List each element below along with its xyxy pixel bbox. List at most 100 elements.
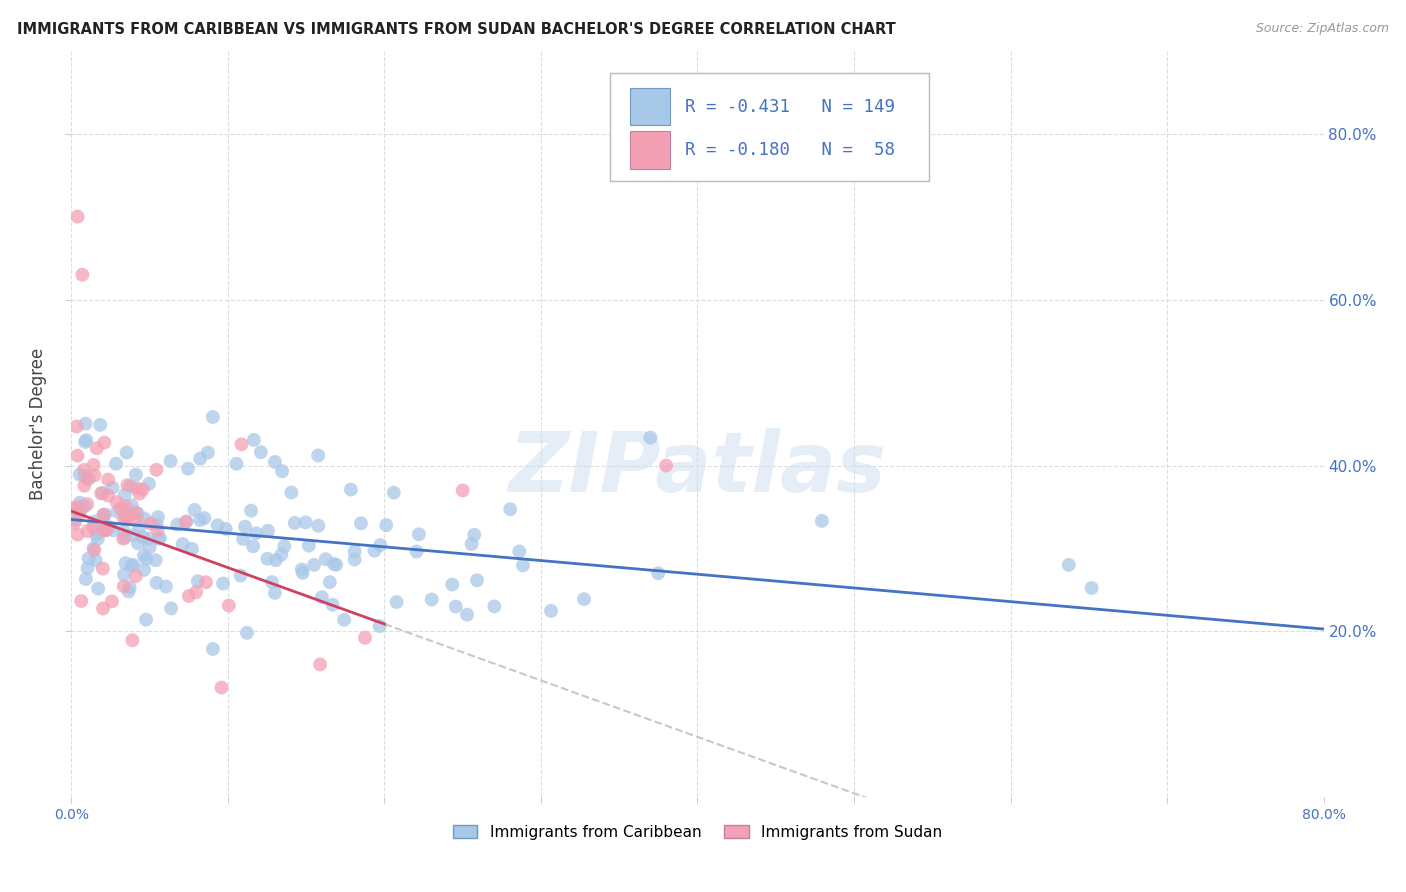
Point — [159, 454, 181, 468]
Point — [145, 463, 167, 477]
Point — [120, 479, 142, 493]
Point — [444, 599, 467, 614]
Point — [408, 527, 430, 541]
Point — [86, 528, 108, 542]
Point — [512, 558, 534, 573]
Point — [75, 435, 97, 450]
Point — [294, 516, 316, 530]
Point — [114, 531, 136, 545]
Point — [271, 464, 294, 478]
Point — [114, 556, 136, 570]
Point — [256, 551, 278, 566]
Point — [201, 642, 224, 657]
Point — [188, 451, 211, 466]
Point — [82, 520, 104, 534]
Point — [135, 552, 157, 566]
Point — [207, 518, 229, 533]
FancyBboxPatch shape — [630, 88, 669, 126]
Point — [212, 576, 235, 591]
Point — [75, 572, 97, 586]
Point — [63, 502, 86, 516]
Point — [343, 552, 366, 566]
Point — [540, 604, 562, 618]
Point — [148, 532, 170, 546]
Point — [91, 561, 114, 575]
Point — [177, 589, 200, 603]
Point — [811, 514, 834, 528]
Point — [291, 566, 314, 580]
Point — [138, 532, 160, 546]
Point — [456, 607, 478, 622]
Point — [101, 481, 124, 495]
Point — [89, 417, 111, 432]
Point — [484, 599, 506, 614]
Point — [93, 524, 115, 538]
Point — [69, 507, 91, 521]
Point — [499, 502, 522, 516]
Point — [69, 495, 91, 509]
Point — [211, 681, 233, 695]
Point — [127, 536, 149, 550]
Point — [84, 553, 107, 567]
Point — [231, 437, 253, 451]
Point — [112, 579, 135, 593]
Point — [66, 449, 89, 463]
Point — [125, 481, 148, 495]
Point — [233, 519, 256, 533]
Point — [87, 582, 110, 596]
Point — [127, 506, 149, 520]
Point — [370, 538, 392, 552]
Point — [284, 516, 307, 530]
Point — [97, 489, 120, 503]
Point — [72, 268, 94, 282]
Point — [87, 532, 110, 546]
Point — [229, 568, 252, 582]
Legend: Immigrants from Caribbean, Immigrants from Sudan: Immigrants from Caribbean, Immigrants fr… — [447, 819, 948, 846]
Point — [322, 598, 344, 612]
Point — [340, 483, 363, 497]
Point — [83, 468, 105, 483]
Point — [270, 548, 292, 562]
Point — [298, 539, 321, 553]
Point — [132, 530, 155, 544]
Point — [121, 633, 143, 648]
Point — [117, 478, 139, 492]
Point — [93, 508, 115, 522]
Point — [441, 577, 464, 591]
Point — [368, 619, 391, 633]
Point — [382, 485, 405, 500]
Point — [260, 575, 283, 590]
Point — [115, 510, 138, 524]
Point — [572, 592, 595, 607]
Point — [145, 553, 167, 567]
Point — [112, 567, 135, 582]
Point — [188, 513, 211, 527]
Point — [243, 433, 266, 447]
Point — [245, 526, 267, 541]
Point — [180, 541, 202, 556]
Point — [201, 409, 224, 424]
Point — [385, 595, 408, 609]
Point — [96, 522, 118, 536]
Point — [145, 575, 167, 590]
Point — [101, 594, 124, 608]
Point — [118, 580, 141, 594]
Point — [197, 445, 219, 459]
Point — [319, 575, 342, 590]
Point — [114, 488, 136, 502]
Point — [218, 599, 240, 613]
Point — [66, 419, 89, 434]
Point — [83, 542, 105, 557]
Point — [343, 544, 366, 558]
Point — [110, 501, 132, 516]
Point — [70, 594, 93, 608]
Point — [257, 524, 280, 538]
Point — [322, 557, 344, 571]
Point — [146, 510, 169, 524]
Point — [309, 657, 332, 672]
Text: R = -0.180   N =  58: R = -0.180 N = 58 — [685, 141, 896, 159]
Point — [91, 523, 114, 537]
Point — [193, 511, 215, 525]
Point — [132, 563, 155, 577]
Point — [363, 543, 385, 558]
